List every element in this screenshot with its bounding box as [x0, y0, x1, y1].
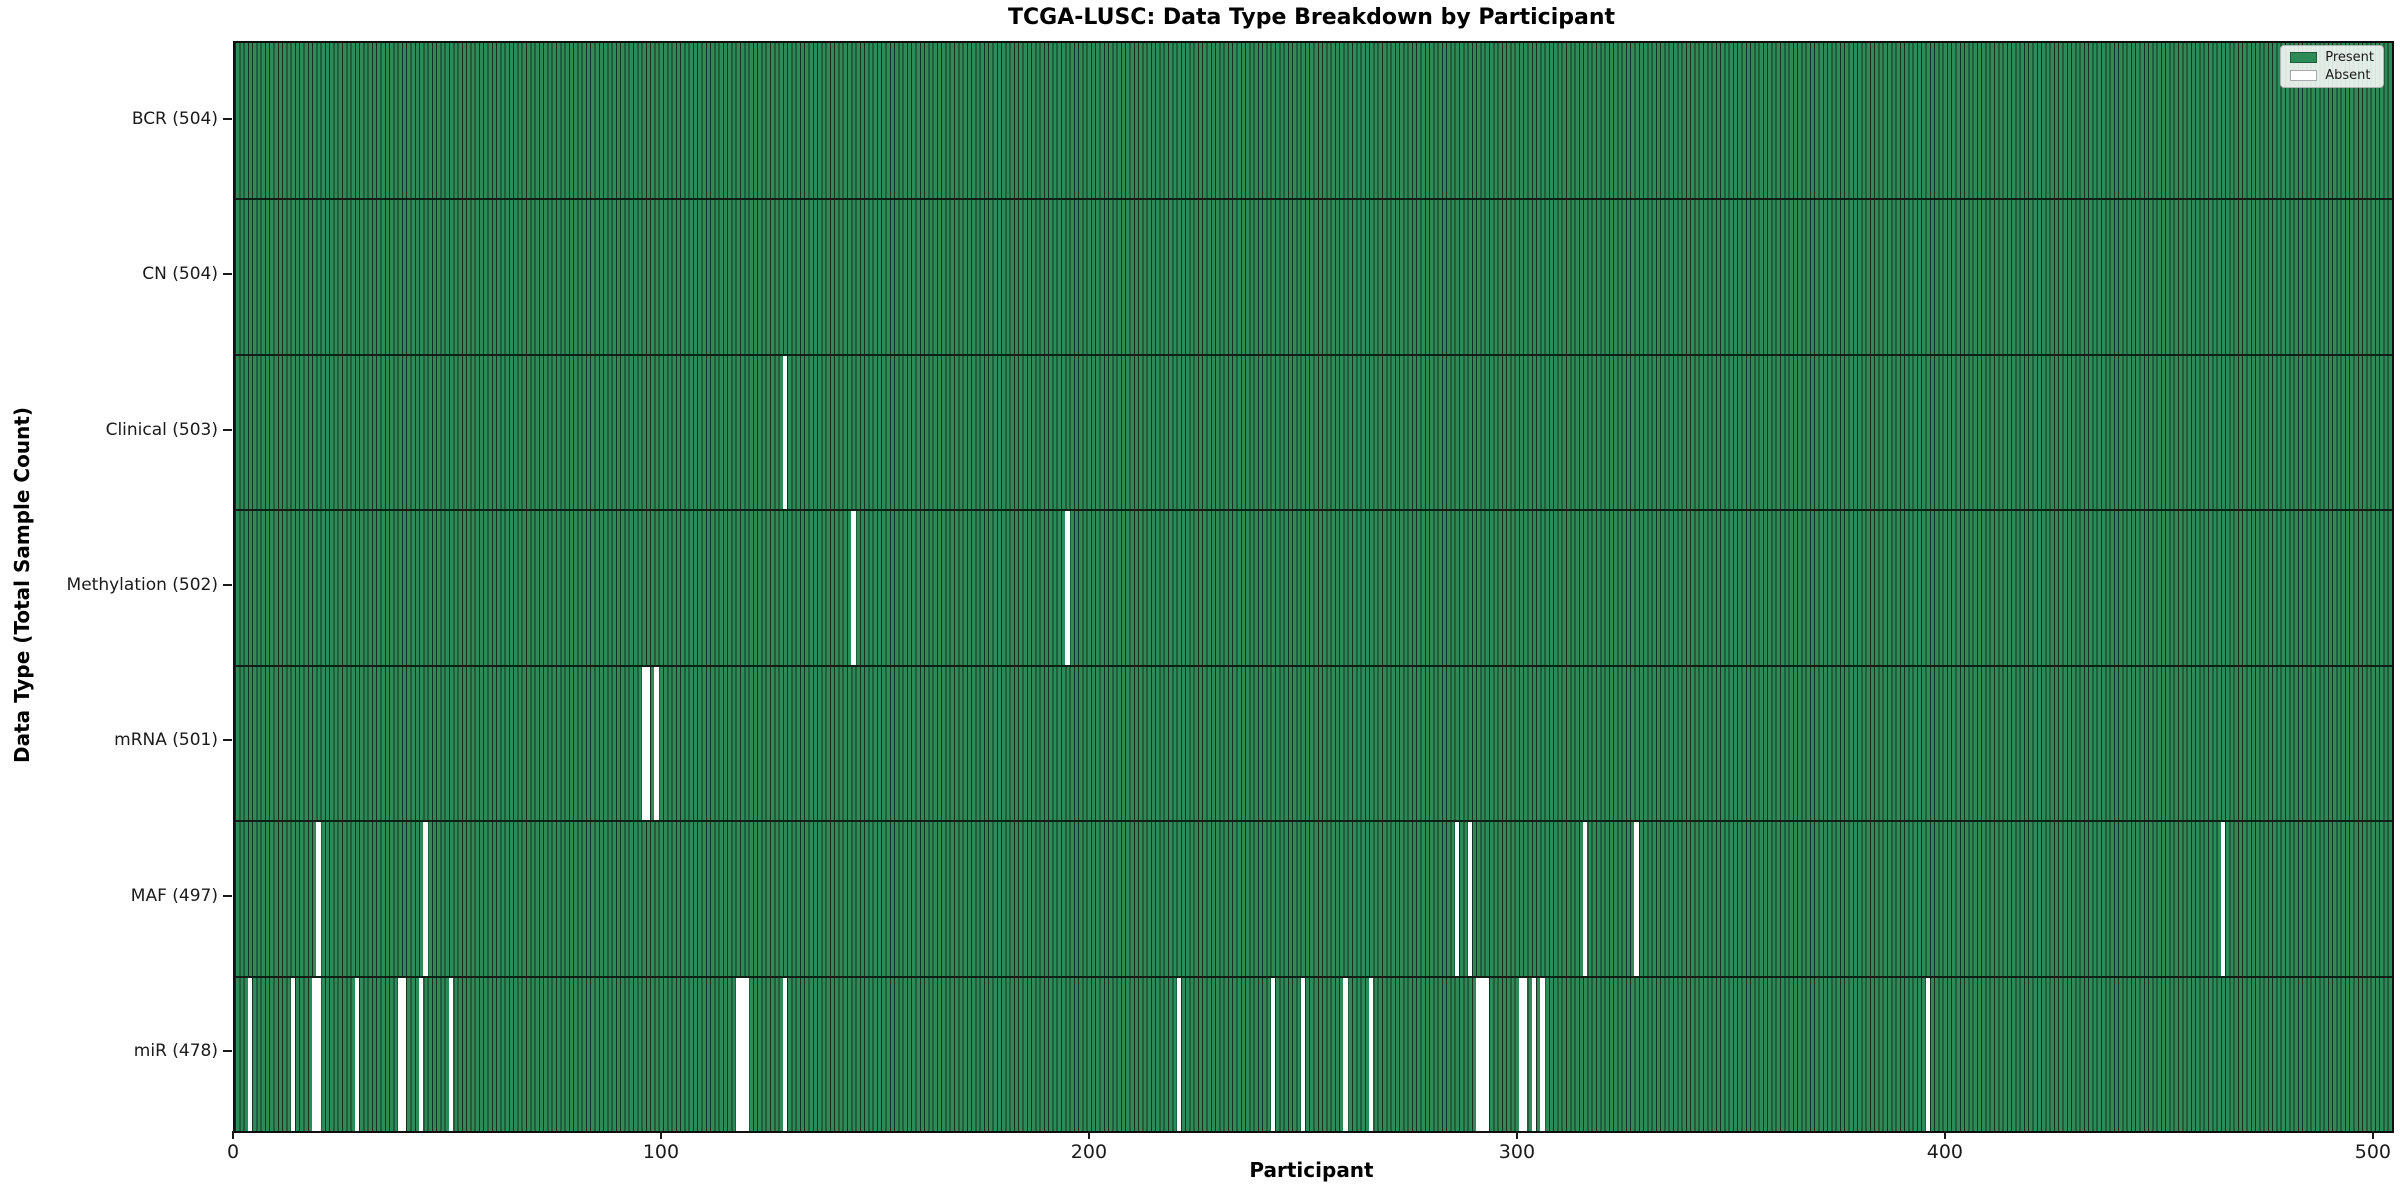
absent-gap — [1634, 822, 1639, 976]
row-maf — [235, 820, 2392, 976]
absent-gap — [1476, 977, 1481, 1131]
absent-gap — [1065, 511, 1070, 665]
absent-gap — [1300, 977, 1305, 1131]
absent-gap — [744, 977, 749, 1131]
absent-gap — [1925, 977, 1930, 1131]
absent-gap — [1484, 977, 1489, 1131]
x-tick-label: 400 — [1926, 1141, 1964, 1163]
row-methylation — [235, 509, 2392, 665]
absent-gap — [1270, 977, 1275, 1131]
y-tick-mark — [223, 584, 232, 586]
absent-gap — [312, 977, 317, 1131]
y-tick-label: mRNA (501) — [114, 730, 218, 751]
absent-gap — [1583, 822, 1588, 976]
absent-gap — [1369, 977, 1374, 1131]
row-bcr — [235, 43, 2392, 199]
y-tick-mark — [223, 428, 232, 431]
y-tick-mark — [223, 273, 232, 276]
absent-gap — [1523, 977, 1528, 1131]
x-tick-mark — [1087, 1131, 1090, 1139]
absent-gap — [1518, 977, 1524, 1131]
absent-gap — [641, 666, 646, 821]
legend-item-present: Present — [2290, 51, 2374, 64]
absent-gap — [316, 977, 321, 1131]
x-tick-label: 0 — [226, 1141, 240, 1163]
absent-gap — [1531, 977, 1537, 1131]
row-clinical — [235, 353, 2392, 510]
legend: Present Absent — [2280, 45, 2384, 88]
absent-gap — [419, 977, 424, 1131]
absent-gap — [316, 822, 321, 976]
plot-area — [233, 41, 2394, 1133]
absent-gap — [782, 355, 788, 510]
absent-gap — [401, 977, 407, 1131]
absent-gap — [423, 822, 428, 976]
absent-gap — [740, 977, 745, 1131]
y-tick-mark — [223, 739, 232, 742]
y-tick-label: CN (504) — [142, 264, 218, 285]
absent-gap — [645, 666, 651, 821]
y-tick-label: Methylation (502) — [66, 575, 218, 595]
x-axis-ticks: 0 100 200 300 400 500 — [227, 1131, 2392, 1171]
x-tick-mark — [1515, 1131, 1518, 1139]
x-tick-label: 500 — [2354, 1141, 2392, 1163]
y-tick-mark — [223, 1050, 232, 1053]
x-tick-label: 200 — [1070, 1141, 1108, 1163]
absent-gap — [1480, 977, 1485, 1131]
legend-label-absent: Absent — [2325, 68, 2371, 83]
x-axis-label: Participant — [1249, 1158, 1374, 1182]
absent-swatch — [2290, 70, 2318, 81]
chart-title: TCGA-LUSC: Data Type Breakdown by Partic… — [1007, 5, 1616, 30]
legend-label-present: Present — [2325, 50, 2374, 65]
absent-gap — [1176, 977, 1181, 1131]
absent-gap — [247, 977, 253, 1131]
y-tick-marks — [223, 41, 232, 1129]
x-tick-label: 300 — [1498, 1141, 1536, 1163]
y-tick-labels: BCR (504) CN (504) Clinical (503) Methylati… — [0, 41, 218, 1129]
absent-gap — [735, 977, 740, 1131]
absent-gap — [1467, 822, 1472, 976]
x-tick-mark — [659, 1131, 662, 1139]
y-tick-label: MAF (497) — [130, 885, 218, 906]
x-tick-label: 100 — [642, 1141, 680, 1163]
absent-gap — [1343, 977, 1348, 1131]
x-tick-mark — [2371, 1131, 2374, 1139]
absent-gap — [782, 977, 788, 1131]
absent-gap — [851, 511, 856, 665]
absent-gap — [654, 666, 659, 821]
present-swatch — [2290, 52, 2318, 63]
absent-gap — [2220, 822, 2226, 976]
y-tick-label: miR (478) — [133, 1041, 218, 1062]
absent-gap — [397, 977, 402, 1131]
y-tick-mark — [223, 894, 232, 897]
row-cn — [235, 198, 2392, 354]
absent-gap — [1454, 822, 1459, 976]
x-tick-mark — [1943, 1131, 1946, 1139]
y-tick-label: BCR (504) — [131, 108, 218, 129]
legend-item-absent: Absent — [2290, 69, 2374, 82]
row-mrna — [235, 664, 2392, 821]
row-mir — [235, 975, 2392, 1131]
x-tick-mark — [232, 1131, 234, 1139]
absent-gap — [448, 977, 454, 1131]
y-tick-mark — [223, 117, 232, 120]
absent-gap — [290, 977, 295, 1131]
absent-gap — [354, 977, 360, 1131]
absent-gap — [1540, 977, 1545, 1131]
y-tick-label: Clinical (503) — [105, 419, 218, 440]
